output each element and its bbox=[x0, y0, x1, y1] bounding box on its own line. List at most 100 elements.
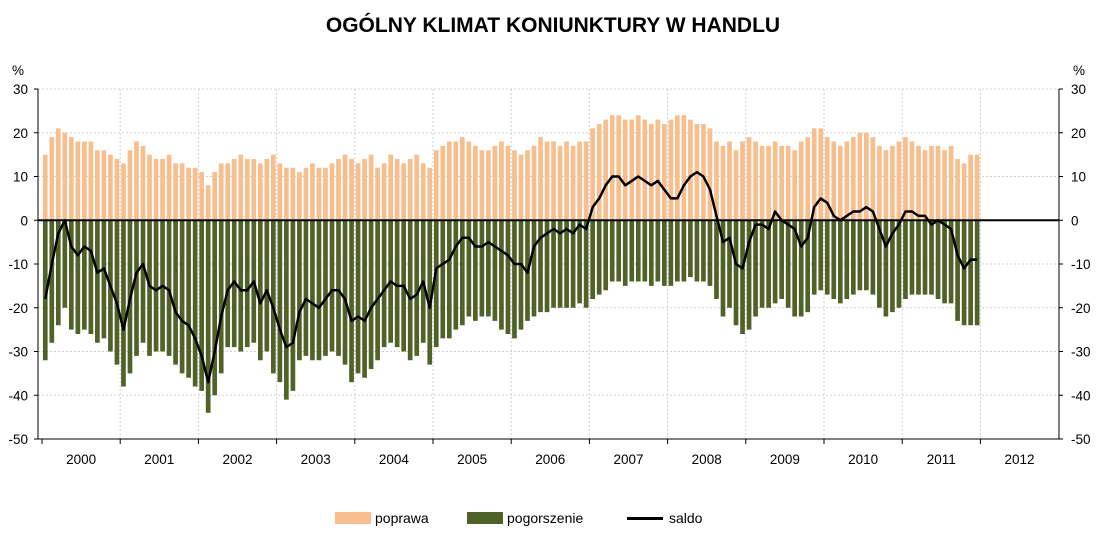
x-tick-label: 2009 bbox=[770, 452, 800, 467]
bar-poprawa bbox=[486, 150, 491, 221]
legend-label-saldo: saldo bbox=[669, 510, 703, 526]
bar-poprawa bbox=[890, 145, 895, 221]
bar-pogorszenie bbox=[968, 220, 973, 326]
bar-poprawa bbox=[238, 154, 244, 221]
bar-pogorszenie bbox=[134, 220, 139, 356]
bar-poprawa bbox=[140, 145, 146, 221]
bar-pogorszenie bbox=[349, 220, 354, 383]
y-tick-label-left: -20 bbox=[8, 301, 28, 316]
y-tick-label-right: 0 bbox=[1071, 213, 1079, 228]
bar-pogorszenie bbox=[707, 220, 713, 286]
bar-pogorszenie bbox=[427, 220, 433, 365]
bar-poprawa bbox=[688, 119, 693, 221]
bar-poprawa bbox=[401, 163, 407, 221]
bar-pogorszenie bbox=[792, 220, 798, 317]
bar-poprawa bbox=[551, 141, 556, 221]
bar-pogorszenie bbox=[179, 220, 185, 374]
bar-poprawa bbox=[225, 163, 231, 221]
bar-pogorszenie bbox=[473, 220, 478, 321]
bar-pogorszenie bbox=[225, 220, 231, 348]
bar-pogorszenie bbox=[557, 220, 563, 308]
bar-poprawa bbox=[121, 163, 126, 221]
y-tick-label-right: -50 bbox=[1071, 432, 1091, 447]
bar-pogorszenie bbox=[577, 220, 582, 304]
bar-poprawa bbox=[277, 163, 283, 221]
bar-pogorszenie bbox=[675, 220, 680, 282]
bar-poprawa bbox=[160, 159, 165, 221]
bar-pogorszenie bbox=[121, 220, 126, 387]
bar-pogorszenie bbox=[870, 220, 876, 295]
legend-item-poprawa: poprawa bbox=[335, 508, 429, 528]
bar-pogorszenie bbox=[368, 220, 374, 369]
bar-pogorszenie bbox=[499, 220, 504, 330]
bar-poprawa bbox=[473, 145, 478, 221]
bar-pogorszenie bbox=[635, 220, 641, 282]
bar-pogorszenie bbox=[290, 220, 296, 391]
y-tick-label-right: 30 bbox=[1071, 82, 1086, 97]
bar-poprawa bbox=[811, 128, 817, 221]
x-tick-label: 2011 bbox=[927, 452, 956, 467]
bar-poprawa bbox=[179, 163, 185, 221]
bar-poprawa bbox=[935, 145, 941, 221]
y-axis-unit-left: % bbox=[12, 63, 24, 78]
bar-poprawa bbox=[883, 150, 889, 221]
bar-poprawa bbox=[903, 137, 908, 221]
bar-poprawa bbox=[173, 163, 178, 221]
bar-poprawa bbox=[877, 145, 882, 221]
bar-poprawa bbox=[446, 141, 452, 221]
bar-poprawa bbox=[466, 141, 472, 221]
bar-poprawa bbox=[323, 167, 328, 221]
bar-pogorszenie bbox=[381, 220, 387, 348]
bar-poprawa bbox=[329, 163, 335, 221]
bar-pogorszenie bbox=[68, 220, 74, 330]
bar-poprawa bbox=[655, 119, 661, 221]
bar-pogorszenie bbox=[505, 220, 511, 334]
bar-pogorszenie bbox=[942, 220, 947, 304]
bar-pogorszenie bbox=[192, 220, 198, 387]
bar-poprawa bbox=[95, 150, 100, 221]
bar-poprawa bbox=[355, 163, 361, 221]
bar-pogorszenie bbox=[147, 220, 152, 356]
bar-poprawa bbox=[349, 159, 354, 221]
bar-poprawa bbox=[805, 137, 811, 221]
bar-poprawa bbox=[740, 141, 745, 221]
bar-pogorszenie bbox=[596, 220, 602, 295]
bar-pogorszenie bbox=[668, 220, 674, 286]
bar-pogorszenie bbox=[903, 220, 908, 299]
bar-poprawa bbox=[929, 145, 934, 221]
bar-poprawa bbox=[896, 141, 902, 221]
bar-poprawa bbox=[642, 119, 648, 221]
bar-pogorszenie bbox=[199, 220, 205, 391]
bar-pogorszenie bbox=[564, 220, 569, 308]
bar-pogorszenie bbox=[740, 220, 745, 334]
bar-poprawa bbox=[675, 115, 680, 221]
bar-poprawa bbox=[499, 141, 504, 221]
y-tick-label-left: -50 bbox=[8, 432, 28, 447]
legend-item-saldo: saldo bbox=[627, 508, 702, 528]
x-tick-label: 2010 bbox=[848, 452, 878, 467]
bar-poprawa bbox=[420, 163, 426, 221]
bar-poprawa bbox=[257, 163, 263, 221]
y-tick-label-right: 20 bbox=[1071, 126, 1086, 141]
x-tick-label: 2012 bbox=[1004, 452, 1034, 467]
bar-poprawa bbox=[948, 145, 954, 221]
bar-pogorszenie bbox=[362, 220, 367, 378]
bar-pogorszenie bbox=[212, 220, 218, 396]
legend-swatch-poprawa bbox=[335, 512, 371, 524]
bar-pogorszenie bbox=[622, 220, 628, 286]
bar-pogorszenie bbox=[864, 220, 869, 291]
bar-pogorszenie bbox=[466, 220, 472, 317]
bar-pogorszenie bbox=[935, 220, 941, 299]
bar-poprawa bbox=[857, 132, 863, 221]
bar-pogorszenie bbox=[811, 220, 817, 295]
bar-poprawa bbox=[844, 141, 850, 221]
bar-pogorszenie bbox=[238, 220, 244, 352]
bar-pogorszenie bbox=[583, 220, 589, 308]
bar-poprawa bbox=[336, 159, 341, 221]
bar-poprawa bbox=[831, 141, 837, 221]
bar-poprawa bbox=[583, 141, 589, 221]
bar-pogorszenie bbox=[720, 220, 726, 317]
bar-pogorszenie bbox=[974, 220, 980, 326]
bar-poprawa bbox=[375, 167, 380, 221]
bar-poprawa bbox=[251, 159, 257, 221]
